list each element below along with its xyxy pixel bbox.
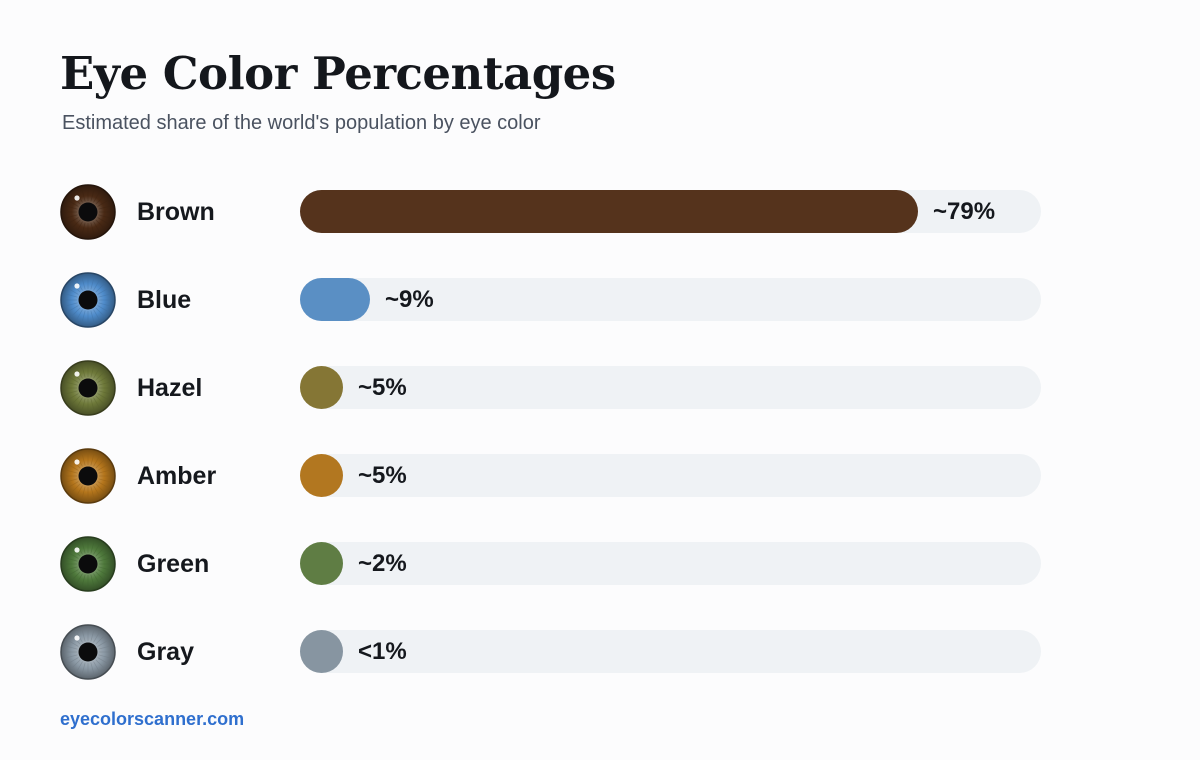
bar-track [300,190,1041,233]
bar-row-green: Green ~2% [0,535,1200,593]
bar-row-hazel: Hazel ~5% [0,359,1200,417]
category-label: Brown [137,198,215,226]
bar-green [300,542,343,585]
category-label: Gray [137,638,194,666]
category-label: Blue [137,286,192,314]
eye-glint [74,459,80,465]
green-eye-icon [60,536,116,592]
category-label: Amber [137,462,217,490]
value-label: ~9% [385,286,434,313]
gray-eye-icon [60,624,116,680]
blue-eye-icon [60,272,116,328]
brown-eye-icon [60,184,116,240]
category-label: Green [137,550,210,578]
eye-glint [74,635,80,641]
bar-blue [300,278,370,321]
chart-title: Eye Color Percentages [60,47,616,100]
amber-eye-icon [60,448,116,504]
chart-subtitle: Estimated share of the world's populatio… [62,112,541,134]
eye-glint [74,195,80,201]
bar-row-amber: Amber ~5% [0,447,1200,505]
bar-row-gray: Gray <1% [0,623,1200,681]
source-credit: eyecolorscanner.com [60,709,245,729]
value-label: ~5% [358,462,407,489]
hazel-eye-icon [60,360,116,416]
pupil [78,202,98,222]
value-label: ~79% [933,198,996,225]
eye-glint [74,371,80,377]
bar-track [300,278,1041,321]
bar-gray [300,630,343,673]
value-label: <1% [358,638,407,665]
category-label: Hazel [137,374,203,402]
bar-track [300,630,1041,673]
pupil [78,290,98,310]
bar-brown [300,190,918,233]
bar-amber [300,454,343,497]
bar-hazel [300,366,343,409]
pupil [78,378,98,398]
bar-row-blue: Blue ~9% [0,271,1200,329]
bar-track [300,366,1041,409]
pupil [78,642,98,662]
value-label: ~2% [358,550,407,577]
bar-track [300,454,1041,497]
eye-glint [74,283,80,289]
bar-row-brown: Brown ~79% [0,183,1200,241]
pupil [78,554,98,574]
bar-track [300,542,1041,585]
eye-glint [74,547,80,553]
value-label: ~5% [358,374,407,401]
pupil [78,466,98,486]
